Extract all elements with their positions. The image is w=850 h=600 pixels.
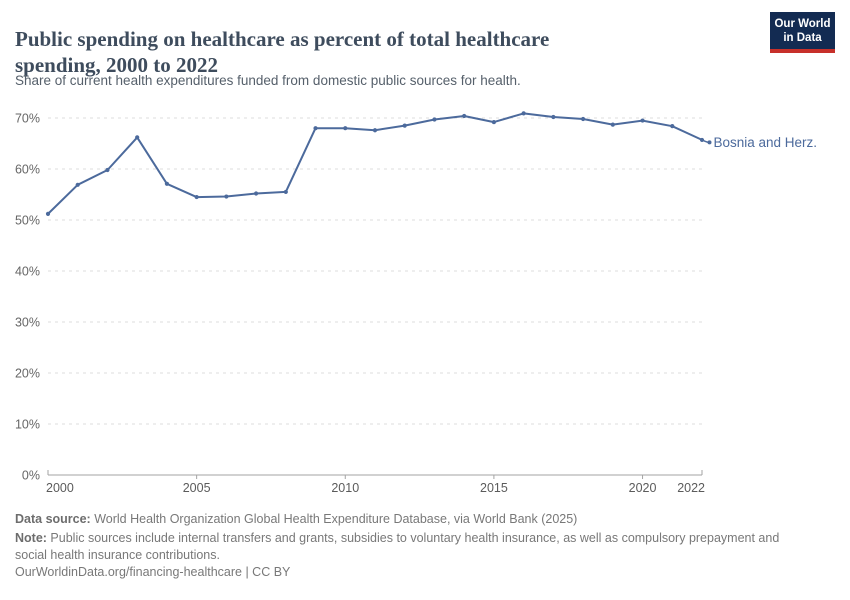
x-tick-label: 2010 — [331, 481, 359, 495]
data-point[interactable] — [372, 128, 378, 133]
x-tick-label: 2020 — [629, 481, 657, 495]
y-tick-label: 60% — [15, 163, 40, 177]
note-line: Note: Public sources include internal tr… — [15, 530, 797, 564]
x-tick-label: 2015 — [480, 481, 508, 495]
data-point[interactable] — [313, 126, 318, 131]
x-tick-label: 2005 — [183, 481, 211, 495]
data-source-label: Data source: — [15, 512, 91, 526]
data-point[interactable] — [610, 122, 615, 127]
chart-title: Public spending on healthcare as percent… — [15, 27, 550, 78]
data-point[interactable] — [283, 189, 288, 195]
y-tick-label: 10% — [15, 418, 40, 432]
x-tick-label: 2000 — [46, 481, 74, 495]
x-axis-labels: 2000 2005 2010 2015 2020 2022 — [46, 481, 705, 495]
data-point[interactable] — [224, 194, 229, 199]
data-point[interactable] — [194, 194, 199, 200]
owid-logo-line2: in Data — [783, 32, 822, 44]
series-points[interactable] — [45, 111, 705, 216]
data-source-line: Data source: World Health Organization G… — [15, 511, 805, 528]
data-point[interactable] — [491, 119, 497, 125]
data-point[interactable] — [105, 167, 110, 173]
data-point[interactable] — [164, 181, 170, 186]
data-point[interactable] — [45, 211, 51, 216]
data-point[interactable] — [75, 182, 80, 187]
y-tick-label: 40% — [15, 265, 40, 279]
data-point[interactable] — [580, 116, 586, 122]
data-point[interactable] — [462, 113, 467, 119]
gridlines — [48, 117, 702, 425]
data-point[interactable] — [670, 124, 675, 129]
data-point[interactable] — [402, 123, 407, 128]
data-point[interactable] — [343, 126, 348, 131]
data-point[interactable] — [551, 114, 556, 120]
y-tick-label: 30% — [15, 316, 40, 330]
owid-logo: Our World in Data — [770, 12, 835, 53]
note-label: Note: — [15, 531, 47, 545]
y-axis-labels: 0% 10% 20% 30% 40% 50% 60% 70% — [15, 112, 40, 483]
chart-subtitle: Share of current health expenditures fun… — [15, 73, 521, 88]
y-tick-label: 50% — [15, 214, 40, 228]
label-dot — [707, 140, 712, 145]
license-line[interactable]: OurWorldinData.org/financing-healthcare … — [15, 565, 291, 579]
data-source-text: World Health Organization Global Health … — [90, 512, 578, 526]
data-point[interactable] — [253, 191, 259, 196]
data-point[interactable] — [432, 117, 437, 122]
x-tick-label: 2022 — [677, 481, 705, 495]
y-tick-label: 20% — [15, 367, 40, 381]
line-chart[interactable]: 0%10%20%30%40%50%60%70%2000 2005 2010 2015 2… — [0, 0, 850, 505]
x-axis — [47, 470, 703, 479]
series-label[interactable]: Bosnia and Herz. — [714, 135, 818, 150]
y-tick-label: 0% — [22, 469, 40, 483]
data-point[interactable] — [135, 135, 140, 140]
owid-logo-line1: Our World — [774, 18, 831, 30]
note-text: Public sources include internal transfer… — [15, 531, 780, 562]
data-point[interactable] — [640, 118, 645, 123]
y-tick-label: 70% — [15, 112, 40, 126]
data-point[interactable] — [521, 111, 526, 116]
